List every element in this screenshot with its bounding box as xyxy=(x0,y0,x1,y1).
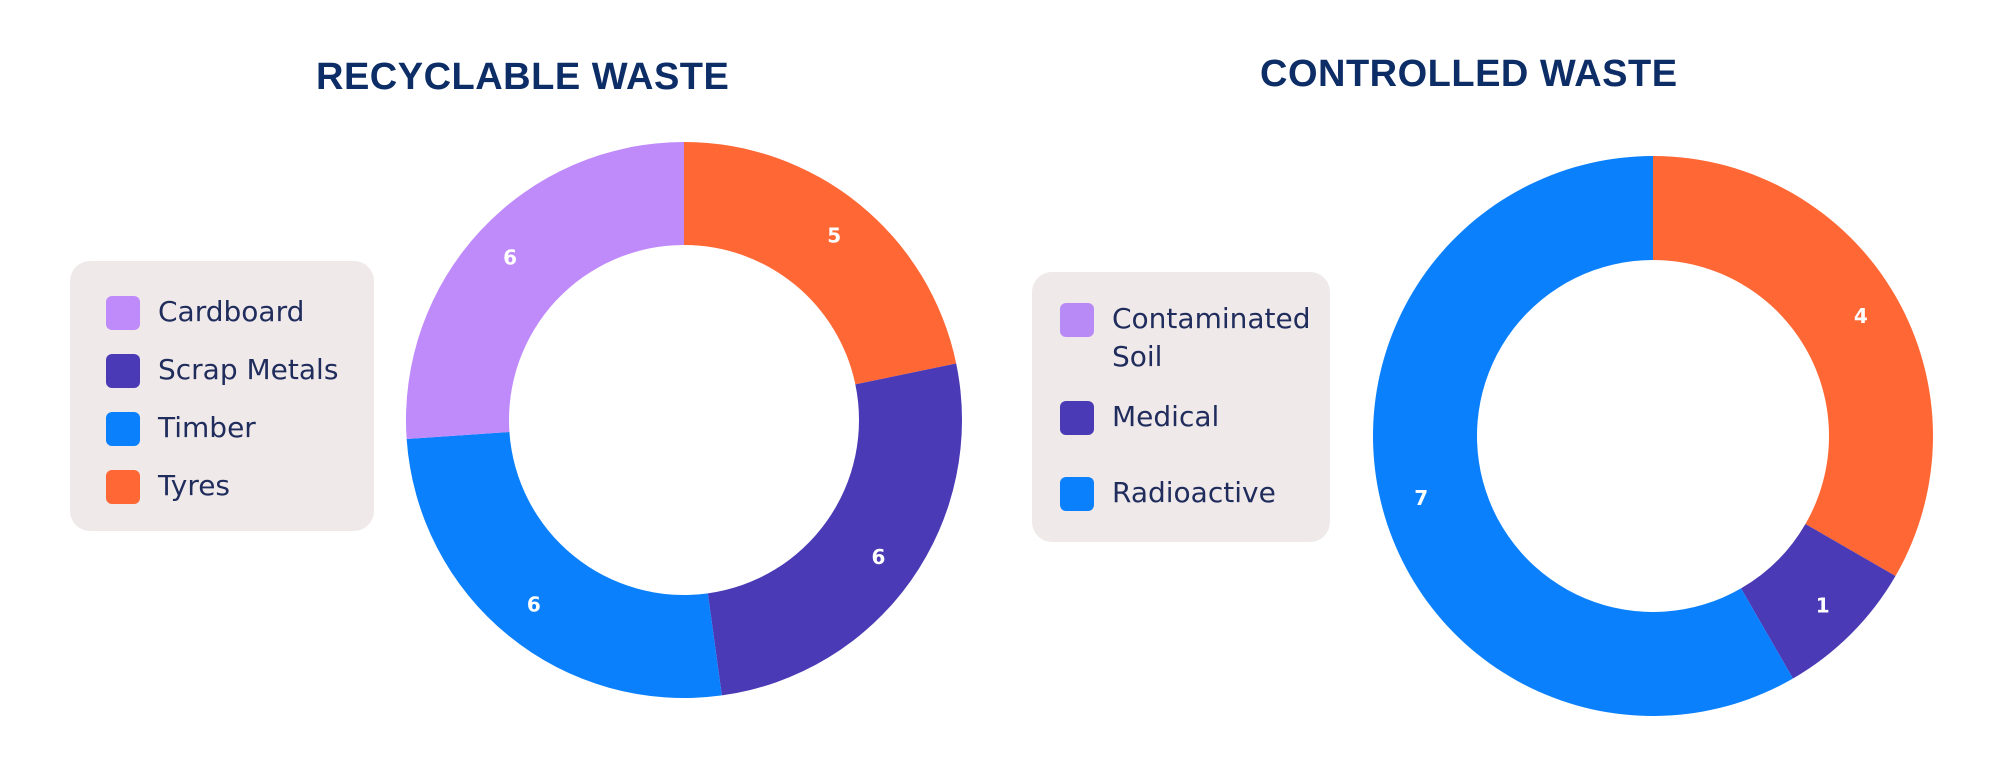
legend-label: Contaminated Soil xyxy=(1112,302,1311,373)
data-label-medical: 1 xyxy=(1816,594,1830,618)
data-label-cardboard: 6 xyxy=(503,246,517,270)
data-label-tyres: 5 xyxy=(827,223,841,247)
chart-title-controlled: CONTROLLED WASTE xyxy=(1260,53,1678,95)
legend-item-cardboard: Cardboard xyxy=(106,293,374,351)
legend-item-radioactive: Radioactive xyxy=(1060,474,1330,534)
legend-swatch xyxy=(1060,477,1094,511)
slice-timber xyxy=(406,431,722,698)
slice-medical xyxy=(1741,524,1896,679)
legend-swatch xyxy=(1060,401,1094,435)
legend-label: Cardboard xyxy=(158,295,305,328)
legend-item-medical: Medical xyxy=(1060,398,1330,474)
legend-item-scrap-metals: Scrap Metals xyxy=(106,351,374,409)
slice-contaminated-soil xyxy=(1653,156,1933,576)
legend-label: Medical xyxy=(1112,400,1220,433)
slice-scrap-metals xyxy=(707,363,962,696)
legend-label: Radioactive xyxy=(1112,476,1276,509)
donut-controlled: 4 1 7 xyxy=(1373,156,1933,717)
slice-radioactive xyxy=(1373,156,1793,717)
legend-recyclable: Cardboard Scrap Metals Timber Tyres xyxy=(70,261,374,531)
legend-swatch xyxy=(106,354,140,388)
donut-recyclable: 5 6 6 6 xyxy=(405,142,962,698)
legend-swatch xyxy=(106,412,140,446)
legend-controlled: Contaminated Soil Medical Radioactive xyxy=(1032,272,1330,542)
legend-label: Tyres xyxy=(158,469,231,502)
slice-tyres xyxy=(684,142,957,385)
legend-swatch xyxy=(106,296,140,330)
data-label-contaminated-soil: 4 xyxy=(1854,304,1868,328)
slice-cardboard xyxy=(405,142,684,439)
legend-item-timber: Timber xyxy=(106,409,374,467)
legend-swatch xyxy=(106,470,140,504)
legend-swatch xyxy=(1060,303,1094,337)
legend-item-tyres: Tyres xyxy=(106,467,374,525)
data-label-scrap-metals: 6 xyxy=(871,545,885,569)
chart-title-recyclable: RECYCLABLE WASTE xyxy=(316,56,730,98)
data-label-radioactive: 7 xyxy=(1414,486,1428,510)
legend-label: Scrap Metals xyxy=(158,353,339,386)
legend-label: Timber xyxy=(158,411,256,444)
legend-item-contaminated-soil: Contaminated Soil xyxy=(1060,300,1330,398)
data-label-timber: 6 xyxy=(527,593,541,617)
